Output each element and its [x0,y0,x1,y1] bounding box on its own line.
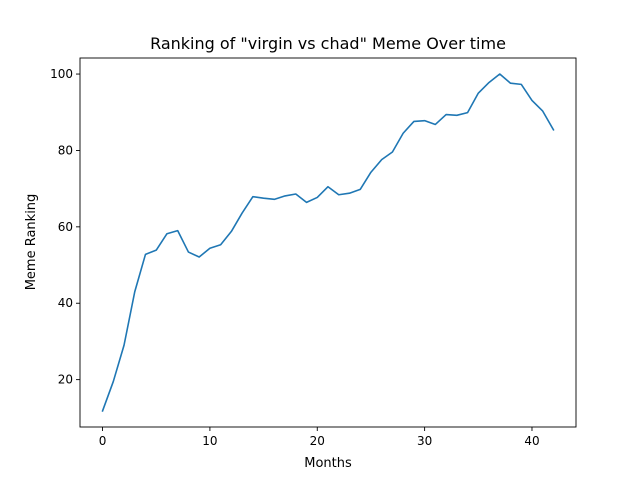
x-tick-label: 0 [99,434,107,448]
y-tick-label: 60 [58,220,73,234]
series-line-0 [101,73,555,412]
y-tick-label: 20 [58,373,73,387]
axes-frame [79,57,577,428]
y-tick-label: 40 [58,296,73,310]
y-tick-label: 100 [50,67,73,81]
plot-area [101,73,555,412]
x-axis-label: Months [304,456,352,471]
y-axis: 20 40 60 80 100 [50,67,80,387]
x-tick-label: 20 [310,434,325,448]
chart-title: Ranking of "virgin vs chad" Meme Over ti… [150,34,506,53]
x-tick-label: 40 [524,434,539,448]
x-axis: 0 10 20 30 40 [99,427,540,448]
x-tick-label: 10 [202,434,217,448]
x-tick-label: 30 [417,434,432,448]
y-axis-label: Meme Ranking [24,194,39,291]
y-tick-label: 80 [58,143,73,157]
